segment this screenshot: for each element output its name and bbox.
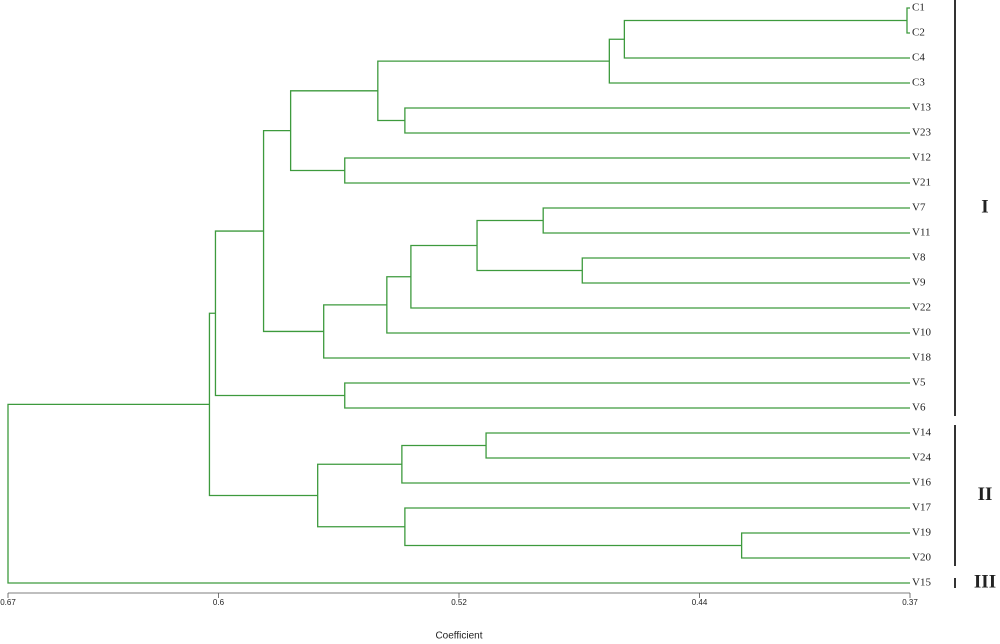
x-tick-label: 0.52 [451,598,467,607]
leaf-label: V9 [912,277,926,289]
merge-link [289,90,378,172]
x-tick-label: 0.67 [0,598,16,607]
merge-link [410,244,910,309]
merge-link [377,60,610,122]
leaf-label: V15 [912,577,931,589]
merge-link [323,304,910,359]
merge-link [404,107,910,134]
leaf-label: V16 [912,477,931,489]
merge-link [476,219,583,272]
leaf-label: V10 [912,327,931,339]
merge-link [581,257,910,284]
merge-link [208,312,318,497]
leaf-label: C2 [912,27,925,39]
merge-link [485,432,910,459]
leaf-label: V20 [912,552,931,564]
leaf-label: V18 [912,352,931,364]
merge-link [906,7,910,34]
merge-link [214,230,345,397]
group-label: I [981,196,988,217]
merge-link [317,463,405,528]
leaf-label: V5 [912,377,926,389]
leaf-label: C4 [912,52,925,64]
x-tick-label: 0.44 [692,598,708,607]
group-label: II [978,484,993,505]
leaf-label: C1 [912,2,925,14]
merge-link [344,157,910,184]
leaf-label: V23 [912,127,931,139]
leaf-label: V6 [912,402,926,414]
merge-link [344,382,910,409]
merge-link [740,532,910,559]
leaf-label: V24 [912,452,931,464]
leaf-label: C3 [912,77,925,89]
merge-link [7,403,910,584]
merge-link [608,38,910,84]
merge-link [623,19,910,59]
x-tick-label: 0.6 [213,598,225,607]
leaf-label: V8 [912,252,926,264]
leaf-label: V21 [912,177,931,189]
leaf-label: V14 [912,427,931,439]
leaf-label: V22 [912,302,931,314]
leaf-label: V19 [912,527,931,539]
x-tick-label: 0.37 [902,598,918,607]
x-axis-label: Coefficient [435,631,482,642]
group-label: III [974,571,996,592]
leaf-label: V7 [912,202,926,214]
merge-link [404,507,910,547]
leaf-label: V11 [912,227,931,239]
merge-link [542,207,910,234]
merge-link [386,276,910,334]
leaf-label: V12 [912,152,931,164]
merge-link [401,444,910,484]
leaf-label: V13 [912,102,931,114]
leaf-label: V17 [912,502,931,514]
merge-link [262,130,324,333]
